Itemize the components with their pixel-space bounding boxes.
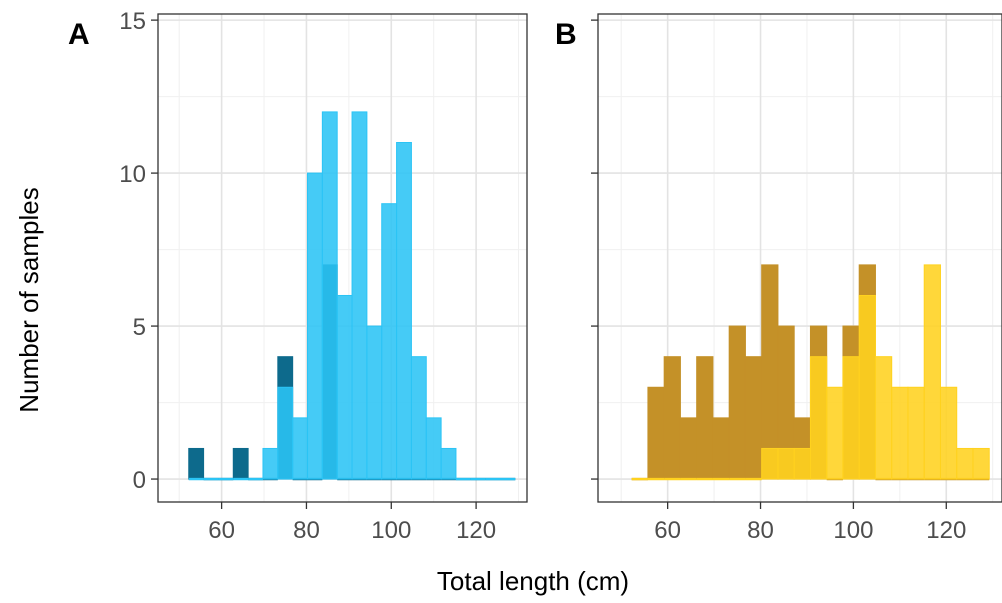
y-tick-label: 15: [119, 8, 146, 35]
histogram-bar: [410, 356, 427, 480]
y-tick-label: 10: [119, 161, 146, 188]
y-tick-label: 5: [133, 314, 146, 341]
histogram-bar: [232, 447, 249, 480]
x-tick-label: 100: [371, 517, 411, 544]
series-overlay: [188, 111, 516, 481]
x-tick-label: 80: [747, 517, 774, 544]
histogram-bar: [939, 386, 958, 480]
histogram-bar: [292, 417, 309, 480]
histogram-bar: [321, 111, 338, 480]
panel-tag-b: B: [555, 18, 577, 51]
histogram-bar: [396, 142, 412, 480]
histogram-bar: [647, 386, 665, 480]
x-tick-label: 120: [456, 517, 496, 544]
panel-tag-a: A: [68, 18, 90, 51]
histogram-bar: [761, 447, 779, 480]
histogram-bar: [972, 447, 990, 480]
panel-border: [157, 13, 528, 503]
histogram-bar: [336, 294, 353, 480]
x-tick-label: 60: [654, 517, 681, 544]
histogram-bar: [874, 356, 893, 480]
histogram-bar: [262, 447, 279, 480]
x-tick-label: 80: [293, 517, 320, 544]
y-tick-label: 0: [133, 467, 146, 494]
histogram-bar: [826, 386, 844, 480]
histogram-bar: [842, 356, 860, 480]
histogram-bar: [809, 356, 828, 480]
histogram-bar: [696, 356, 714, 480]
histogram-bar: [923, 264, 941, 480]
histogram-bar: [858, 294, 876, 480]
x-tick-label: 120: [926, 517, 966, 544]
histogram-bar: [440, 447, 457, 480]
histogram-bar: [366, 325, 383, 480]
histogram-bar: [777, 447, 795, 480]
histogram-bar: [277, 386, 294, 480]
histogram-bar: [381, 203, 398, 480]
histogram-bar: [728, 325, 746, 480]
histogram-bar: [793, 447, 811, 480]
histogram-bar: [425, 417, 442, 480]
histogram-bar: [761, 264, 779, 480]
histogram-bar: [351, 111, 368, 480]
histogram-bar: [663, 356, 681, 480]
histogram-bar: [307, 172, 323, 480]
histogram-bar: [744, 356, 763, 480]
series-overlay: [631, 264, 990, 481]
x-axis-title: Total length (cm): [437, 566, 629, 596]
histogram-bar: [712, 417, 730, 480]
x-tick-label: 100: [833, 517, 873, 544]
y-axis-title: Number of samples: [14, 187, 44, 412]
panel-border: [597, 13, 1002, 503]
panel-a: 60 80 100 120 0 5 10 15 A: [68, 8, 528, 544]
histogram-bar: [907, 386, 925, 480]
x-tick-label: 60: [208, 517, 235, 544]
histogram-bar: [891, 386, 909, 480]
panel-b: 60 80 100 120 B: [555, 13, 1002, 544]
histogram-bar: [679, 417, 698, 480]
histogram-bar: [956, 447, 974, 480]
histogram-bar: [188, 447, 205, 480]
